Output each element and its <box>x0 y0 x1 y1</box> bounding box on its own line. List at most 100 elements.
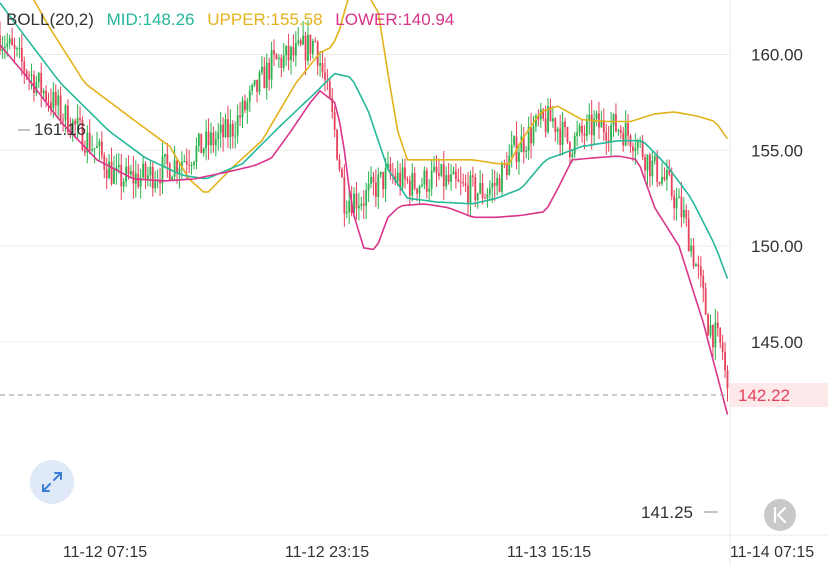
candle-body <box>69 132 72 136</box>
candle-body <box>709 325 712 336</box>
candle-body <box>714 322 717 348</box>
candle-body <box>231 123 234 137</box>
candle-body <box>583 133 586 136</box>
candle-body <box>665 170 668 180</box>
candle-body <box>74 120 77 125</box>
candle-body <box>530 127 532 144</box>
candle-body <box>561 121 564 145</box>
candle-body <box>682 210 685 218</box>
candle-body <box>173 160 176 177</box>
candle-body <box>544 118 547 133</box>
current-price-text: 142.22 <box>738 386 790 405</box>
candle-body <box>200 133 203 154</box>
upper-band-line <box>33 0 729 193</box>
candle-body <box>508 155 511 176</box>
candle-body <box>217 132 220 140</box>
candle-body <box>67 105 69 133</box>
candle-body <box>457 179 460 182</box>
candle-body <box>505 163 508 176</box>
candle-body <box>479 183 482 194</box>
candle-body <box>391 174 394 176</box>
candle-body <box>18 47 21 49</box>
candle-body <box>345 212 348 214</box>
candle-body <box>62 119 64 121</box>
candle-body <box>20 47 23 62</box>
candle-body <box>30 74 33 76</box>
candle-body <box>154 181 157 189</box>
lower-band-line <box>0 44 729 415</box>
candle-body <box>178 168 181 174</box>
candle-body <box>619 129 622 133</box>
candle-body <box>464 183 467 186</box>
legend-mid: MID:148.26 <box>107 10 195 29</box>
candle-body <box>258 72 261 92</box>
candle-body <box>428 188 431 192</box>
candle-body <box>370 176 372 184</box>
back-to-latest-icon <box>773 506 787 524</box>
candle-body <box>374 182 377 197</box>
candle-body <box>496 178 499 186</box>
candle-body <box>469 175 472 205</box>
candle-body <box>450 174 452 182</box>
candle-body <box>33 74 35 94</box>
candle-body <box>658 182 661 184</box>
candle-body <box>353 193 355 214</box>
candle-body <box>105 169 108 179</box>
candle-body <box>277 57 280 60</box>
candle-body <box>185 160 188 165</box>
candle-body <box>501 163 503 192</box>
candle-body <box>394 175 397 182</box>
candle-body <box>411 173 414 196</box>
candle-body <box>246 101 249 111</box>
candle-body <box>537 115 540 120</box>
candle-body <box>142 163 144 178</box>
candle-body <box>227 119 229 138</box>
back-to-latest-button[interactable] <box>764 499 796 531</box>
candle-body <box>646 154 649 171</box>
candle-body <box>127 166 130 175</box>
candle-body <box>488 188 491 195</box>
low-price-label: 141.25 <box>641 503 693 522</box>
candle-body <box>498 178 501 192</box>
candle-body <box>651 160 654 177</box>
candle-body <box>88 132 91 151</box>
candle-body <box>421 184 423 187</box>
candle-body <box>685 210 688 219</box>
candle-body <box>568 141 571 158</box>
candle-body <box>605 132 608 141</box>
candle-body <box>445 174 448 187</box>
candle-body <box>670 174 673 197</box>
x-tick-label: 11-13 15:15 <box>507 544 591 561</box>
candle-body <box>130 171 132 175</box>
candle-body <box>588 114 591 121</box>
candle-body <box>299 40 302 45</box>
candle-body <box>484 197 486 199</box>
legend-indicator: BOLL(20,2) <box>6 10 94 29</box>
candle-body <box>641 140 644 158</box>
candle-body <box>304 35 307 61</box>
candle-body <box>13 44 16 49</box>
candle-body <box>455 171 457 180</box>
candle-body <box>311 40 314 54</box>
candle-body <box>406 178 409 181</box>
candle-body <box>612 114 615 126</box>
candle-body <box>319 63 321 66</box>
candle-body <box>244 100 246 111</box>
candle-body <box>442 164 445 187</box>
candle-body <box>571 154 574 158</box>
candle-body <box>195 145 198 162</box>
candle-body <box>166 154 169 164</box>
candle-body <box>98 141 101 147</box>
candle-body <box>35 82 38 94</box>
candle-body <box>343 177 346 214</box>
expand-arrows-icon <box>42 472 62 492</box>
candle-body <box>481 183 484 198</box>
candle-body <box>576 132 579 136</box>
candle-body <box>399 172 402 188</box>
candle-body <box>430 170 433 189</box>
y-tick-label: 150.00 <box>751 237 803 256</box>
candle-body <box>581 125 583 134</box>
expand-button[interactable] <box>30 460 74 504</box>
candle-body <box>636 141 639 149</box>
